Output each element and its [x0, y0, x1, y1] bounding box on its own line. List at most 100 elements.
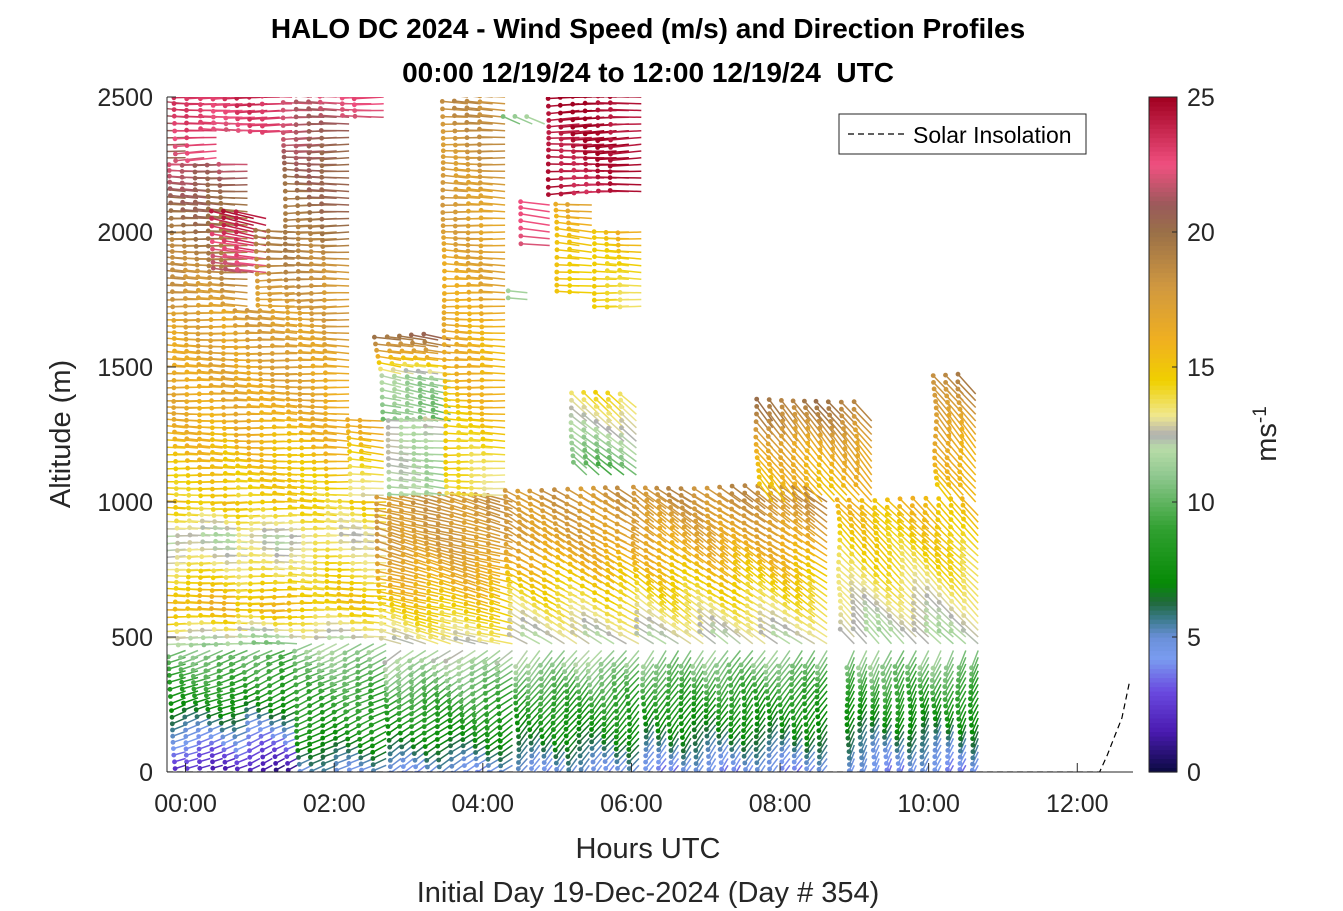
wind-barb-head [187, 628, 193, 634]
wind-barb-head [161, 586, 166, 591]
wind-barb-head [313, 635, 319, 640]
wind-barb-head [209, 747, 215, 752]
wind-barb [325, 393, 350, 396]
wind-barb-head [454, 371, 460, 377]
wind-barb-head [216, 662, 222, 667]
wind-barb-head [156, 186, 161, 191]
wind-barb-head [285, 390, 290, 396]
wind-barb-head [530, 589, 536, 595]
wind-barb-head [238, 640, 244, 646]
wind-barb-head [542, 563, 547, 568]
wind-barb-head [439, 616, 445, 622]
wind-barb-head [298, 328, 303, 334]
wind-barb-head [398, 424, 404, 430]
wind-barb-head [184, 759, 190, 765]
wind-barb-head [441, 342, 447, 347]
wind-barb-head [284, 285, 289, 290]
wind-barb-head [249, 527, 254, 533]
wind-barb-head [325, 504, 331, 510]
wind-barb-head [466, 274, 471, 280]
wind-barb-head [360, 478, 365, 484]
wind-barb-head [400, 751, 405, 756]
wind-barb [219, 703, 236, 710]
wind-barb-head [285, 767, 291, 772]
wind-barb-head [199, 518, 205, 524]
wind-barb-head [197, 599, 202, 605]
wind-barb-head [307, 716, 313, 722]
wind-barb-head [411, 463, 417, 469]
wind-barb-head [268, 702, 273, 708]
wind-barb-head [462, 505, 467, 510]
wind-barb [273, 404, 298, 409]
wind-barb-head [260, 615, 265, 620]
wind-barb-head [274, 540, 280, 546]
wind-barb-head [442, 268, 447, 274]
wind-barb-head [336, 598, 342, 604]
wind-barb-head [185, 458, 190, 463]
wind-barb [371, 730, 387, 740]
wind-barb-head [210, 575, 216, 581]
wind-barb-head [229, 681, 235, 687]
wind-barb-head [190, 661, 196, 667]
wind-barb [274, 426, 298, 429]
wind-barb [479, 136, 506, 139]
wind-barb-head [169, 714, 175, 720]
wind-barb [385, 663, 402, 677]
wind-barb-head [350, 560, 356, 566]
wind-barb-head [367, 663, 373, 669]
wind-barb [372, 751, 387, 760]
wind-barb-head [312, 518, 318, 523]
wind-barb-head [169, 721, 175, 727]
wind-barb-head [497, 745, 503, 750]
wind-barb-head [323, 451, 329, 457]
wind-barb-head [178, 655, 183, 660]
wind-barb-head [506, 632, 512, 637]
wind-barb-head [235, 457, 240, 462]
wind-barb-head [323, 385, 328, 391]
wind-barb-head [158, 298, 163, 303]
wind-barb-head [255, 302, 261, 308]
wind-barb-head [210, 437, 215, 443]
wind-barb-head [352, 113, 358, 119]
wind-barb-head [217, 183, 223, 188]
wind-barb-head [223, 575, 229, 580]
wind-barb [481, 379, 506, 382]
wind-barb-head [321, 261, 327, 267]
wind-barb-head [516, 773, 521, 778]
wind-barb [226, 635, 248, 638]
wind-barb [219, 170, 248, 173]
wind-barb-head [196, 391, 202, 397]
wind-barb-head [443, 665, 449, 670]
wind-barb-head [169, 223, 175, 229]
wind-barb-head [308, 761, 314, 767]
wind-barb-head [220, 369, 226, 374]
wind-barb-head [221, 222, 227, 228]
wind-barb-head [362, 567, 368, 573]
wind-barb-head [507, 610, 513, 615]
wind-barb-head [467, 329, 473, 335]
wind-barb-head [450, 572, 456, 578]
wind-barb-head [311, 444, 316, 450]
wind-barb-head [337, 554, 343, 559]
wind-barb-head [233, 382, 239, 388]
wind-barb-head [173, 505, 179, 510]
wind-barb-head [542, 773, 547, 778]
wind-barb-head [282, 241, 288, 247]
wind-barb-head [309, 323, 315, 329]
wind-barb-head [488, 574, 493, 580]
wind-barb-head [197, 436, 202, 442]
wind-barb-head [474, 555, 480, 561]
wind-barb-head [486, 533, 491, 539]
wind-barb-head [297, 391, 303, 397]
wind-barb-head [474, 762, 479, 768]
wind-barb [224, 255, 254, 260]
wind-barb-head [528, 563, 534, 569]
wind-barb-head [565, 760, 571, 766]
wind-barb-head [388, 589, 394, 595]
wind-barb-head [220, 389, 226, 395]
wind-barb-head [408, 672, 414, 678]
wind-barb-head [234, 450, 240, 456]
wind-barb [398, 683, 414, 696]
wind-barb-head [319, 187, 324, 193]
wind-barb-head [503, 534, 509, 539]
